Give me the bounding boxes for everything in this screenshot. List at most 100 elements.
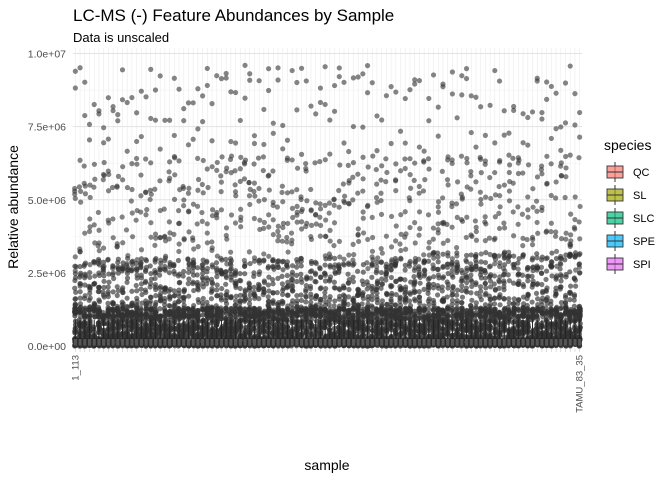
sample-points	[227, 89, 235, 349]
data-point	[364, 286, 370, 292]
box	[285, 338, 290, 347]
data-point	[331, 197, 337, 203]
data-point	[336, 312, 342, 318]
sample-points	[86, 121, 93, 349]
data-point	[251, 255, 258, 261]
data-point	[426, 245, 432, 251]
data-point	[232, 140, 239, 146]
data-point	[232, 323, 238, 329]
data-point	[393, 223, 399, 229]
data-point	[251, 323, 257, 329]
data-point	[180, 273, 186, 279]
data-point	[114, 292, 120, 299]
data-point	[374, 148, 380, 154]
data-point	[176, 220, 182, 226]
data-point	[200, 262, 206, 268]
data-point	[322, 233, 329, 239]
data-point	[341, 140, 347, 146]
data-point	[110, 216, 116, 222]
data-point	[379, 309, 385, 315]
data-point	[256, 78, 262, 84]
data-point	[72, 68, 78, 74]
data-point	[77, 295, 83, 301]
data-point	[430, 266, 436, 272]
data-point	[147, 187, 153, 193]
box	[82, 338, 87, 347]
data-point	[148, 160, 154, 166]
data-point	[185, 256, 191, 263]
data-point	[303, 168, 309, 174]
data-point	[275, 223, 281, 229]
data-point	[123, 227, 130, 233]
data-point	[125, 252, 131, 259]
data-point	[78, 199, 84, 205]
data-point	[95, 284, 102, 291]
data-point	[402, 209, 408, 215]
data-point	[233, 282, 239, 288]
data-point	[375, 255, 381, 261]
data-point	[416, 78, 423, 84]
data-point	[171, 288, 177, 294]
data-point	[82, 305, 88, 311]
data-point	[322, 253, 328, 259]
data-point	[374, 264, 380, 270]
data-point	[284, 190, 291, 196]
data-point	[138, 133, 144, 140]
data-point	[185, 305, 191, 312]
data-point	[167, 303, 173, 309]
data-point	[185, 142, 192, 148]
data-point	[143, 278, 149, 285]
sample-points	[326, 117, 334, 349]
data-point	[440, 251, 446, 257]
sample-points	[321, 64, 329, 349]
data-point	[171, 293, 178, 299]
data-point	[247, 71, 253, 77]
data-point	[266, 325, 272, 331]
data-point	[72, 302, 79, 308]
data-point	[129, 300, 135, 307]
data-point	[129, 259, 135, 265]
data-point	[209, 207, 216, 213]
data-point	[369, 214, 375, 221]
data-point	[261, 258, 267, 264]
data-point	[134, 257, 140, 263]
data-point	[148, 191, 154, 197]
data-point	[223, 274, 230, 281]
data-point	[336, 303, 343, 309]
data-point	[430, 251, 436, 257]
box	[176, 338, 182, 347]
data-point	[133, 155, 140, 162]
data-point	[156, 324, 163, 331]
data-point	[237, 305, 243, 312]
data-point	[246, 323, 252, 329]
data-point	[435, 221, 441, 227]
data-point	[105, 257, 111, 263]
data-point	[190, 201, 197, 207]
data-point	[340, 299, 346, 306]
data-point	[142, 189, 149, 195]
data-point	[351, 252, 357, 258]
data-point	[185, 269, 192, 276]
data-point	[374, 268, 380, 274]
data-point	[232, 168, 238, 174]
data-point	[369, 297, 375, 303]
data-point	[445, 237, 451, 244]
data-point	[411, 314, 417, 320]
data-point	[449, 297, 456, 304]
data-point	[360, 281, 366, 288]
data-point	[106, 279, 112, 285]
data-point	[228, 271, 234, 277]
data-point	[294, 219, 300, 225]
box	[454, 338, 460, 347]
data-point	[256, 316, 262, 322]
data-point	[247, 297, 253, 303]
data-point	[431, 317, 437, 323]
data-point	[76, 184, 83, 190]
data-point	[161, 234, 168, 240]
sample-points	[420, 148, 428, 349]
sample-points	[156, 73, 164, 349]
data-point	[445, 285, 451, 291]
data-point	[345, 271, 351, 277]
data-point	[92, 240, 98, 246]
data-point	[317, 206, 324, 212]
